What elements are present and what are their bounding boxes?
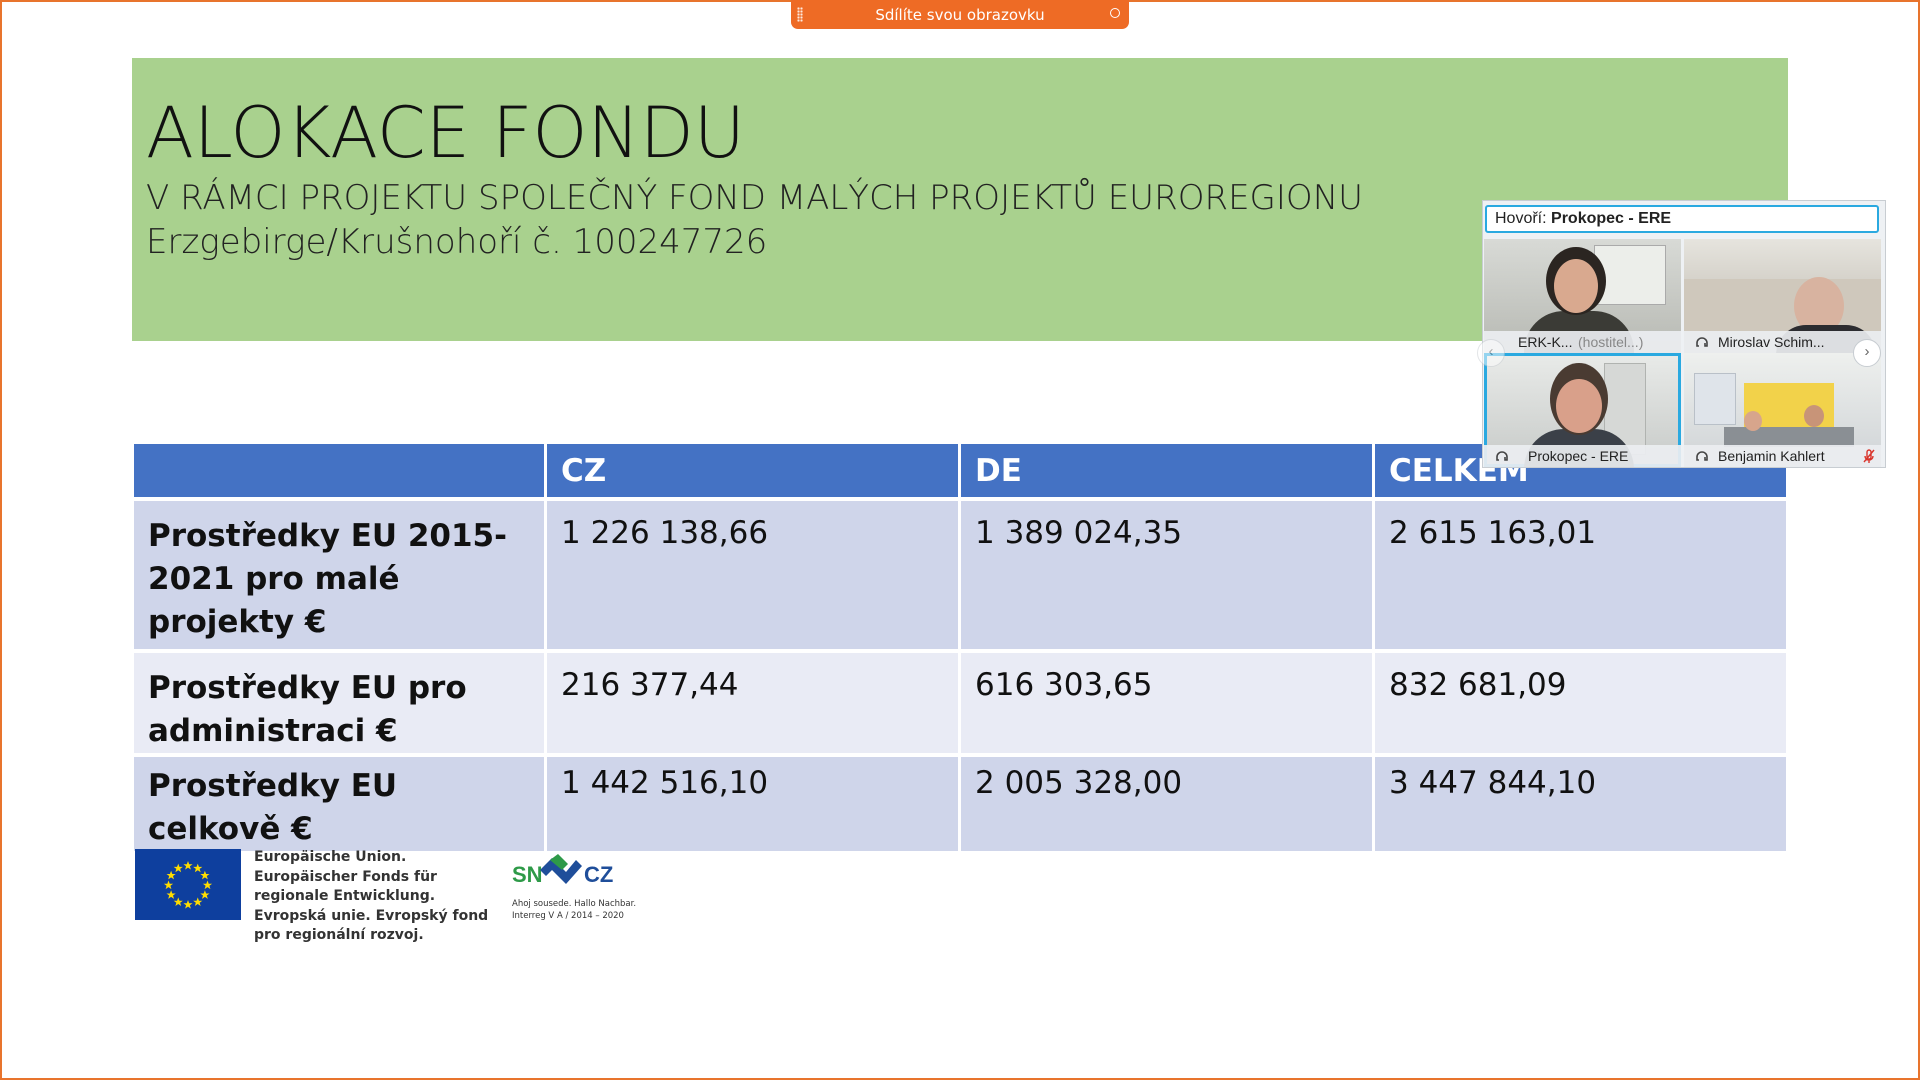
- stop-share-icon[interactable]: [1110, 8, 1120, 18]
- cell-cz: 1 442 516,10: [547, 757, 958, 851]
- headset-icon: [1496, 451, 1508, 461]
- speaker-name: Prokopec - ERE: [1551, 210, 1672, 227]
- table-row: Prostředky EU pro administraci € 216 377…: [134, 653, 1786, 753]
- slide-subtitle: V RÁMCI PROJEKTU SPOLEČNÝ FOND MALÝCH PR…: [146, 178, 1364, 262]
- table-header-empty: [134, 444, 544, 497]
- cell-de: 2 005 328,00: [961, 757, 1372, 851]
- share-bar-label: Sdílíte svou obrazovku: [875, 5, 1045, 24]
- grip-dots-icon[interactable]: [797, 7, 803, 22]
- cell-celkem: 3 447 844,10: [1375, 757, 1786, 851]
- cell-cz: 216 377,44: [547, 653, 958, 753]
- cell-celkem: 2 615 163,01: [1375, 501, 1786, 649]
- next-participants-button[interactable]: ›: [1853, 339, 1881, 367]
- eu-flag-logo: [135, 849, 241, 920]
- row-label: Prostředky EU pro administraci €: [134, 653, 544, 753]
- slide-title: ALOKACE FONDU: [146, 92, 746, 174]
- participant-name: Miroslav Schim...: [1718, 334, 1825, 350]
- headset-icon: [1696, 337, 1708, 347]
- participant-name: Benjamin Kahlert: [1718, 448, 1825, 464]
- participant-name: Prokopec - ERE: [1528, 448, 1629, 464]
- table-row: Prostředky EU 2015-2021 pro malé projekt…: [134, 501, 1786, 649]
- cell-de: 1 389 024,35: [961, 501, 1372, 649]
- interreg-slogan: Ahoj sousede. Hallo Nachbar.: [512, 899, 637, 909]
- participant-role: (hostitel...): [1578, 334, 1644, 350]
- interreg-period: Interreg V A / 2014 – 2020: [512, 911, 624, 921]
- active-speaker-bar: Hovoří: Prokopec - ERE: [1485, 205, 1879, 233]
- table-header-cz: CZ: [547, 444, 958, 497]
- row-label: Prostředky EU 2015-2021 pro malé projekt…: [134, 501, 544, 649]
- row-label: Prostředky EU celkově €: [134, 757, 544, 851]
- interreg-program-text: Ahoj sousede. Hallo Nachbar. Interreg V …: [512, 898, 636, 922]
- screen-share-bar[interactable]: Sdílíte svou obrazovku: [791, 0, 1129, 29]
- video-panel[interactable]: Hovoří: Prokopec - ERE ERK-K... (hostite…: [1477, 200, 1886, 468]
- participant-tile[interactable]: Benjamin Kahlert: [1684, 353, 1881, 467]
- allocation-table: CZ DE CELKEM Prostředky EU 2015-2021 pro…: [131, 444, 1789, 851]
- mic-muted-icon: [1863, 449, 1875, 463]
- interreg-sn-cz-logo: SN CZ: [510, 848, 620, 928]
- prev-participants-button[interactable]: ‹: [1477, 339, 1505, 367]
- cell-de: 616 303,65: [961, 653, 1372, 753]
- table-header-de: DE: [961, 444, 1372, 497]
- speaker-label: Hovoří:: [1495, 210, 1547, 227]
- participant-name: ERK-K...: [1518, 334, 1573, 350]
- cell-celkem: 832 681,09: [1375, 653, 1786, 753]
- eu-fund-text: Europäische Union. Europäischer Fonds fü…: [254, 849, 489, 943]
- participant-tile[interactable]: Prokopec - ERE: [1484, 353, 1681, 467]
- cz-text: CZ: [584, 862, 613, 887]
- sn-text: SN: [512, 862, 543, 887]
- participant-tile[interactable]: Miroslav Schim...: [1684, 239, 1881, 353]
- headset-icon: [1696, 451, 1708, 461]
- table-row: Prostředky EU celkově € 1 442 516,10 2 0…: [134, 757, 1786, 851]
- cell-cz: 1 226 138,66: [547, 501, 958, 649]
- participant-tile[interactable]: ERK-K... (hostitel...): [1484, 239, 1681, 353]
